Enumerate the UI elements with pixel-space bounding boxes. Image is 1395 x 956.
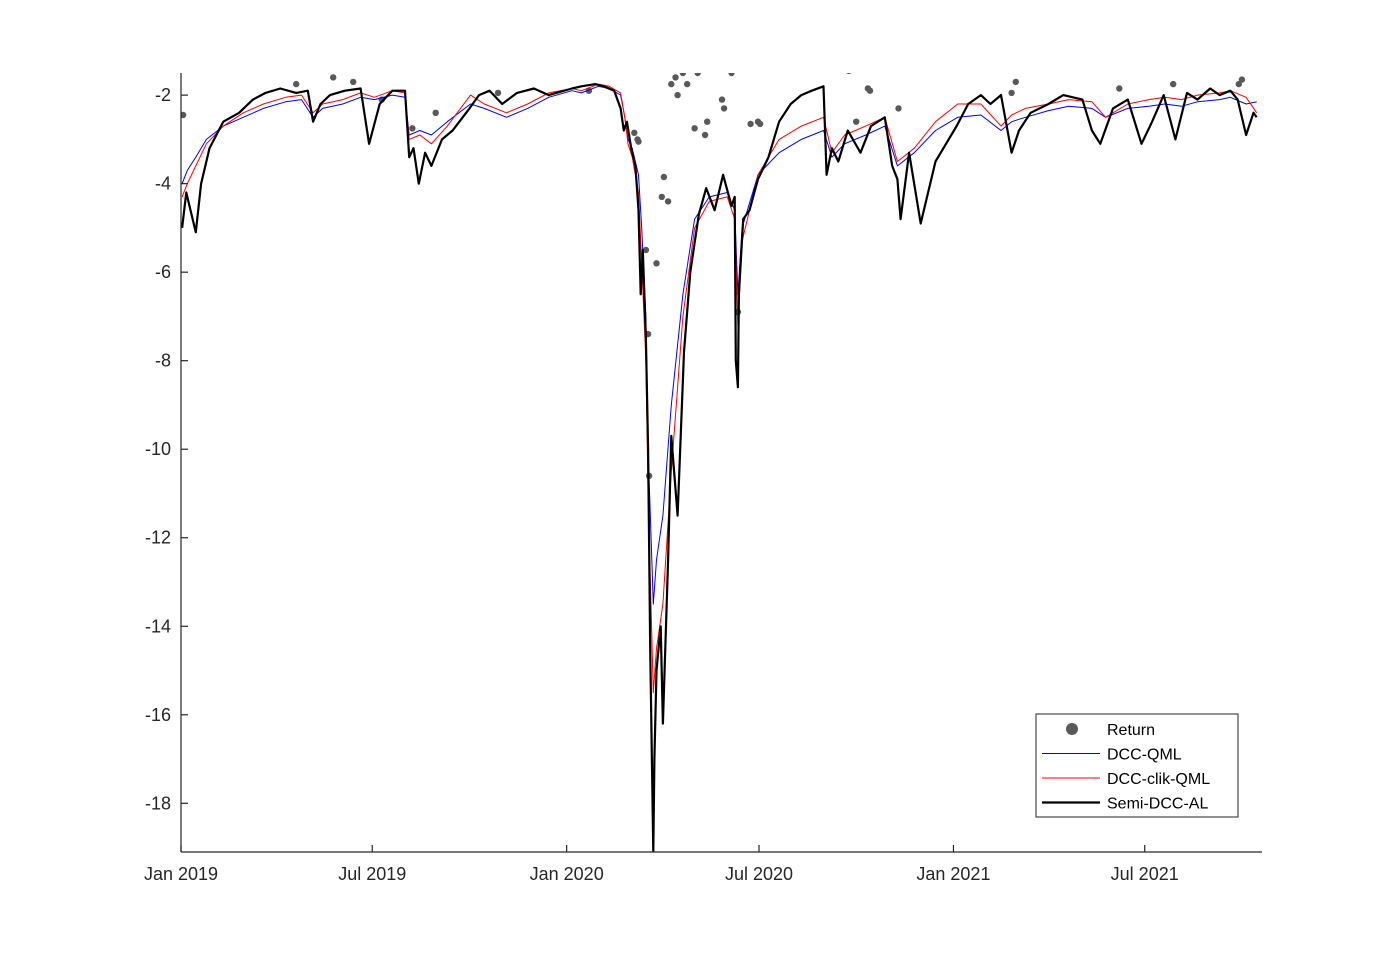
return-point <box>1112 63 1118 69</box>
series-line-dcc-clik-qml <box>181 83 1258 694</box>
return-point <box>635 138 642 145</box>
y-tick-label: -12 <box>145 528 171 548</box>
return-point <box>841 65 847 71</box>
return-point <box>653 260 660 267</box>
return-point <box>642 246 650 254</box>
y-tick-label: -4 <box>155 174 171 194</box>
x-tick-label: Jan 2021 <box>916 864 990 884</box>
return-point <box>582 65 588 71</box>
return-point <box>501 61 507 67</box>
y-tick-label: -6 <box>155 262 171 282</box>
return-point <box>293 80 300 88</box>
y-tick-label: -10 <box>145 439 171 459</box>
return-point <box>756 120 764 128</box>
return-point <box>497 62 503 68</box>
return-point <box>720 105 728 112</box>
return-point <box>350 78 357 86</box>
return-point <box>684 80 691 88</box>
return-point <box>1238 76 1246 83</box>
legend-label: Semi-DCC-AL <box>1107 796 1208 813</box>
series-line-semi-dcc-al <box>181 82 1258 852</box>
y-tick-label: -14 <box>145 616 171 636</box>
return-point <box>718 96 726 103</box>
series-layer <box>181 60 1260 852</box>
return-point <box>747 120 754 128</box>
return-point <box>887 61 893 67</box>
return-point <box>658 193 665 201</box>
return-point <box>330 74 337 81</box>
return-point <box>181 111 187 119</box>
legend-marker-return <box>1066 723 1078 735</box>
return-point <box>846 73 852 74</box>
x-tick-label: Jan 2020 <box>530 864 604 884</box>
return-point <box>631 129 638 136</box>
y-tick-label: -16 <box>145 705 171 725</box>
return-point <box>668 80 675 88</box>
legend: Return DCC-QML DCC-clik-QML Semi-DCC-AL <box>1035 713 1239 818</box>
return-point <box>409 125 416 132</box>
y-tick-label: -2 <box>155 85 171 105</box>
x-tick-label: Jul 2021 <box>1111 864 1179 884</box>
y-tick-label: -8 <box>155 351 171 371</box>
return-point <box>1012 78 1019 86</box>
legend-label: DCC-QML <box>1107 747 1182 764</box>
return-point <box>728 73 735 77</box>
return-point <box>691 125 698 132</box>
return-point <box>853 118 860 125</box>
return-point <box>895 105 902 112</box>
axes: -2 -4 -6 -8 -10 -12 -14 -16 -18 Jan 2019 Jul 2019 J… <box>144 73 1262 884</box>
x-tick-label: Jan 2019 <box>144 864 218 884</box>
return-point <box>929 60 935 66</box>
return-point <box>674 91 681 99</box>
return-point <box>881 65 887 71</box>
return-point <box>742 63 748 69</box>
legend-label: DCC-clik-QML <box>1107 771 1210 788</box>
return-point <box>494 89 502 97</box>
return-point <box>672 74 679 81</box>
return-point <box>866 87 874 94</box>
return-point <box>1116 85 1123 92</box>
y-tick-label: -18 <box>145 793 171 813</box>
return-point <box>679 73 687 77</box>
return-point <box>701 131 709 139</box>
x-tick-label: Jul 2019 <box>338 864 406 884</box>
return-point <box>432 109 439 117</box>
return-point <box>664 198 672 205</box>
return-point <box>694 73 701 77</box>
return-point <box>1008 89 1015 97</box>
return-point <box>660 173 668 181</box>
return-point <box>704 118 711 125</box>
return-point <box>1235 80 1243 88</box>
series-line-dcc-qml <box>181 85 1257 605</box>
return-point <box>894 62 900 68</box>
x-tick-label: Jul 2020 <box>725 864 793 884</box>
return-point <box>506 61 512 67</box>
return-point <box>1170 80 1177 88</box>
return-point <box>1254 66 1260 72</box>
legend-label: Return <box>1107 722 1155 739</box>
